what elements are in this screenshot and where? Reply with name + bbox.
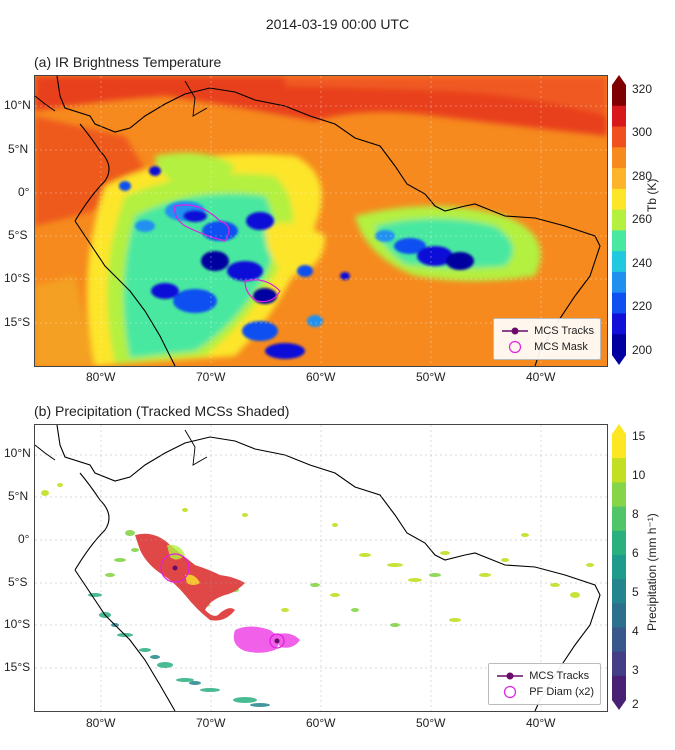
colorbar-segment [612,105,626,128]
ir-field [35,76,607,366]
colorbar-segment [612,147,626,169]
panel-a-colorbar [612,75,626,365]
colorbar-segment [612,85,626,107]
legend-item-tracks: MCS Tracks [500,323,594,339]
mcs-track-markers [172,565,280,644]
track-symbol-icon [495,669,525,683]
colorbar-segment [612,506,626,532]
colorbar-segment [612,675,626,701]
legend-item-tracks-b: MCS Tracks [495,668,594,684]
colorbar-segment [612,292,626,314]
panel-a-map: MCS Tracks MCS Mask [34,75,608,367]
ir-coastline [56,76,601,366]
precip-coastline [56,425,601,711]
panel-a-colorbar-label: Tb (K) [645,178,659,212]
panel-b-colorbar-label: Precipitation (mm h⁻¹) [645,513,659,631]
ir-mcs-mask [174,204,281,303]
colorbar-segment [612,168,626,190]
colorbar-segment [612,271,626,294]
colorbar-segment [612,530,626,556]
panel-a-title: (a) IR Brightness Temperature [34,54,222,70]
colorbar-segment [612,482,626,508]
colorbar-segment [612,209,626,231]
legend-item-mask: MCS Mask [500,339,594,355]
colorbar-segment [612,627,626,653]
legend-item-pf-diam: PF Diam (x2) [495,684,594,700]
mask-circle-icon [500,340,530,354]
pf-diameter-circles [160,553,285,649]
ir-map-svg [35,76,607,366]
colorbar-segment [612,603,626,628]
ir-west-coast [74,220,176,366]
panel-b-colorbar [612,424,626,710]
colorbar-segment [612,334,626,356]
colorbar-segment [612,251,626,273]
track-symbol-icon [500,324,530,338]
colorbar-segment [612,126,626,148]
colorbar-bottom-arrow [612,355,626,365]
panel-b-title: (b) Precipitation (Tracked MCSs Shaded) [34,403,290,419]
colorbar-bottom-arrow [612,700,626,710]
panel-b-colorbar-svg [612,424,626,710]
colorbar-top-arrow [612,424,626,434]
colorbar-segment [612,458,626,483]
panel-a-colorbar-svg [612,75,626,365]
panel-b-map: MCS Tracks PF Diam (x2) [34,424,608,712]
colorbar-segment [612,579,626,604]
colorbar-top-arrow [612,75,626,85]
colorbar-segment [612,188,626,211]
colorbar-segment [612,434,626,459]
panel-a-legend: MCS Tracks MCS Mask [493,318,601,360]
colorbar-segment [612,313,626,335]
precip-map-svg [35,425,607,711]
pf-circle-icon [495,685,525,699]
panel-b-legend: MCS Tracks PF Diam (x2) [488,663,601,705]
figure-title: 2014-03-19 00:00 UTC [265,16,410,32]
tracked-mcs-shading [135,533,300,653]
colorbar-segment [612,651,626,677]
colorbar-segment [612,230,626,252]
colorbar-segment [612,554,626,580]
